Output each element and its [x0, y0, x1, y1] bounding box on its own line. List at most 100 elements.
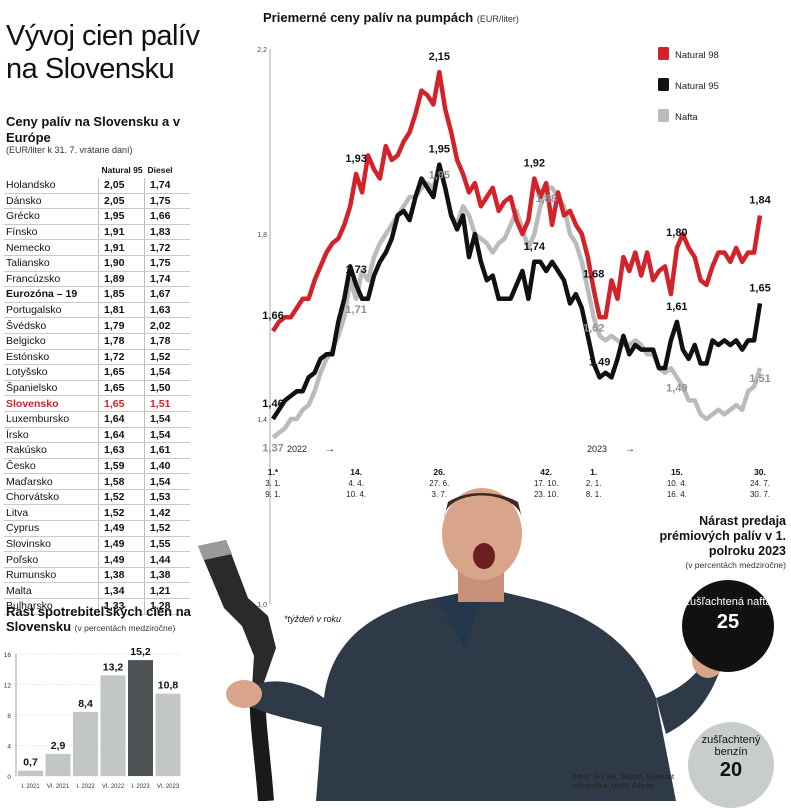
bar	[45, 753, 71, 776]
table-row: Slovinsko 1,49 1,55	[4, 536, 190, 553]
petrol-price-cell: 2,05	[98, 193, 145, 210]
table-body: Holandsko 2,05 1,74 Dánsko 2,05 1,75 Grécko 1,9…	[4, 178, 190, 615]
diesel-price-cell: 1,21	[144, 582, 190, 600]
petrol-price-cell: 1,59	[98, 458, 145, 475]
data-label: 1,49	[589, 356, 610, 368]
country-cell: Česko	[4, 458, 99, 475]
petrol-price-cell: 1,95	[98, 208, 145, 225]
data-label: 1,84	[749, 195, 771, 207]
table-row: Cyprus 1,49 1,52	[4, 520, 190, 537]
table-row: Rumunsko 1,38 1,38	[4, 567, 190, 584]
y-tick-label: 1,0	[257, 602, 267, 609]
country-cell: Litva	[4, 504, 99, 522]
petrol-price-cell: 1,63	[98, 442, 145, 459]
premium-petrol-label: zušľachtený benzín	[701, 734, 761, 758]
table-row: Eurozóna – 19 1,85 1,67	[4, 286, 190, 303]
x-tick-label: VI. 2022	[102, 784, 125, 790]
petrol-price-cell: 1,52	[98, 489, 145, 506]
petrol-price-cell: 1,91	[98, 224, 145, 241]
bar-value-label: 13,2	[103, 661, 124, 673]
series-line-natural-98	[271, 69, 763, 333]
y-tick-label: 1,4	[257, 417, 267, 424]
country-cell: Nemecko	[4, 239, 99, 256]
diesel-price-cell: 1,54	[144, 364, 190, 381]
country-cell: Švédsko	[4, 317, 99, 334]
country-cell: Francúzsko	[4, 271, 99, 288]
fuel-price-line-chart: 1,0 1,4 1,8 2,2 1,66 1,93 2,15 1,92 1,68 1,80 1,84…	[257, 47, 772, 609]
data-label: 1,92	[524, 158, 545, 170]
legend-label: Natural 95	[675, 81, 719, 92]
diesel-price-cell: 1,54	[144, 427, 190, 444]
table-row: Fínsko 1,91 1,83	[4, 224, 190, 241]
data-label: 1,37	[262, 443, 283, 455]
country-cell: Portugalsko	[4, 302, 99, 319]
year-arrow: →	[325, 444, 335, 455]
man-with-fuel-nozzle-illustration	[198, 488, 724, 801]
week-number: 30.	[754, 467, 766, 477]
table-row: Maďarsko 1,58 1,54	[4, 473, 190, 490]
table-row: Poľsko 1,49 1,44	[4, 551, 190, 568]
week-start-date: 24. 7.	[750, 479, 770, 488]
diesel-price-cell: 1,42	[144, 504, 190, 522]
year-arrow: →	[625, 444, 635, 455]
table-row: Írsko 1,64 1,54	[4, 427, 190, 444]
diesel-column-header: Diesel	[147, 165, 173, 175]
country-cell: Eurozóna – 19	[4, 286, 99, 303]
diesel-price-cell: 1,72	[144, 239, 190, 256]
week-footnote: *týždeň v roku	[284, 614, 342, 624]
page-title: Vývoj cien palív na Slovensku	[6, 20, 200, 85]
y-tick-label: 0	[7, 774, 11, 781]
data-label: 1,74	[524, 241, 546, 253]
bar-value-label: 2,9	[51, 740, 66, 752]
week-end-date: 8. 1.	[586, 490, 602, 499]
diesel-price-cell: 1,52	[144, 349, 190, 366]
diesel-price-cell: 1,44	[144, 551, 190, 568]
petrol-price-cell: 1,81	[98, 302, 145, 319]
table-row: Chorvátsko 1,52 1,53	[4, 489, 190, 506]
petrol-price-cell: 1,78	[98, 333, 145, 350]
petrol-price-cell: 1,49	[98, 551, 145, 568]
table-row: Portugalsko 1,81 1,63	[4, 302, 190, 319]
source-credit: Zdroj: ŠÚ SR, Sappo, Eurostat Infografik…	[572, 772, 674, 790]
petrol-price-cell: 1,72	[98, 349, 145, 366]
source-line: Zdroj: ŠÚ SR, Sappo, Eurostat	[572, 772, 675, 781]
diesel-price-cell: 1,74	[144, 178, 190, 194]
petrol-price-cell: 1,49	[98, 536, 145, 553]
country-cell: Grécko	[4, 208, 99, 225]
y-tick-label: 1,8	[257, 232, 267, 239]
petrol-price-cell: 1,64	[98, 427, 145, 444]
series-line-natural-95	[271, 162, 763, 421]
diesel-price-cell: 1,66	[144, 208, 190, 225]
table-row: Bulharsko 1,33 1,28	[4, 598, 190, 615]
week-start-date: 2. 1.	[586, 479, 602, 488]
premium-diesel-label: zušľachtená nafta	[684, 596, 772, 608]
x-tick-label: I. 2023	[131, 784, 150, 790]
country-cell: Slovensko	[4, 395, 99, 412]
petrol-price-cell: 2,05	[98, 178, 145, 194]
week-number: 42.	[540, 467, 552, 477]
table-row: Slovensko 1,65 1,51	[4, 395, 190, 412]
country-cell: Belgicko	[4, 333, 99, 350]
week-number: 15.	[671, 467, 683, 477]
data-label: 1,95	[429, 144, 450, 156]
country-cell: Bulharsko	[4, 598, 99, 615]
table-row: Nemecko 1,91 1,72	[4, 239, 190, 256]
series-line-nafta	[271, 162, 763, 440]
country-cell: Slovinsko	[4, 536, 99, 553]
petrol-price-cell: 1,34	[98, 582, 145, 600]
week-number: 26.	[433, 467, 445, 477]
country-cell: Dánsko	[4, 193, 99, 210]
petrol-price-cell: 1,65	[98, 380, 145, 397]
legend-label: Nafta	[675, 112, 698, 123]
country-cell: Fínsko	[4, 224, 99, 241]
fuel-price-table: Natural 95 Diesel Holandsko 2,05 1,74 Dánsk…	[4, 164, 190, 615]
table-row: Holandsko 2,05 1,74	[4, 178, 190, 194]
petrol-price-cell: 1,64	[98, 411, 145, 428]
bar-value-label: 15,2	[130, 646, 151, 658]
data-label: 1,65	[749, 282, 770, 294]
diesel-price-cell: 1,55	[144, 536, 190, 553]
premium-diesel-value: 25	[716, 611, 740, 633]
table-row: Rakúsko 1,63 1,61	[4, 442, 190, 459]
petrol-price-cell: 1,52	[98, 504, 145, 522]
data-label: 1,62	[583, 322, 604, 334]
